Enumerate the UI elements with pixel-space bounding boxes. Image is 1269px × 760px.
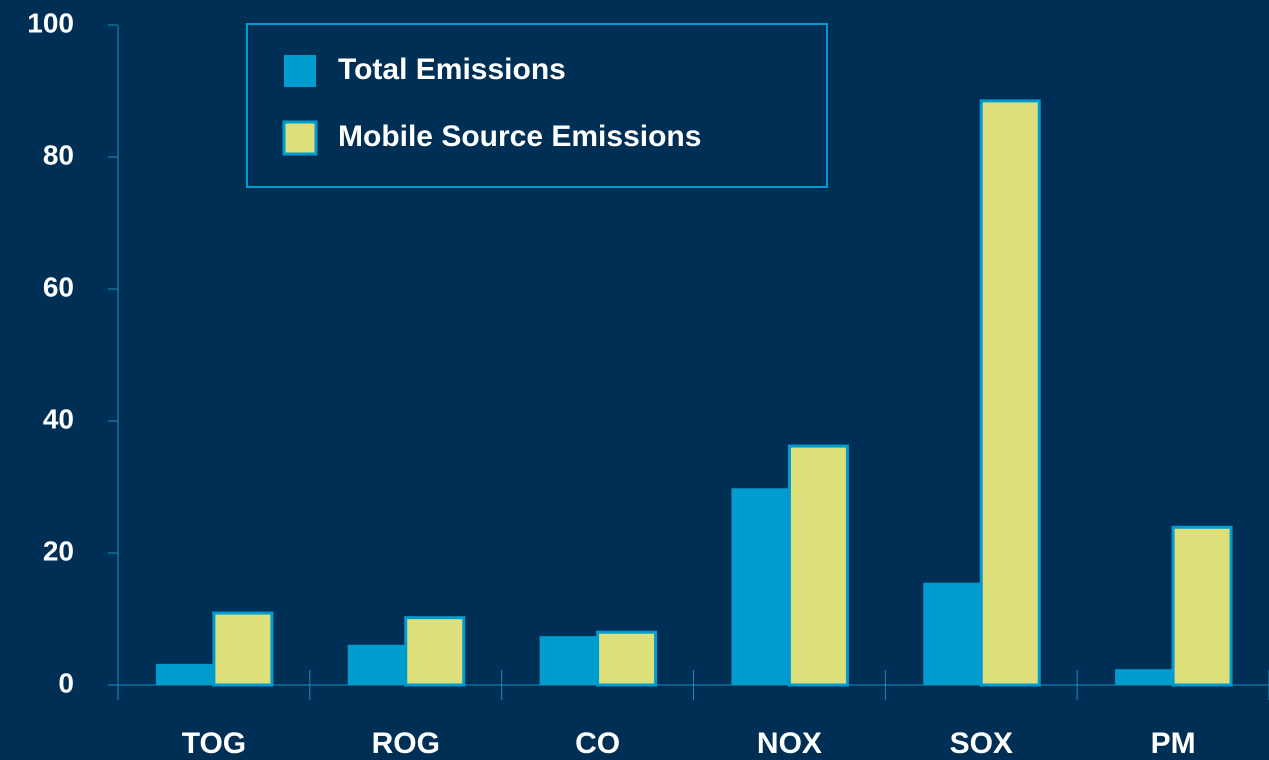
legend-box bbox=[246, 23, 828, 188]
x-tick-label: PM bbox=[1151, 727, 1196, 760]
bar bbox=[979, 99, 1041, 687]
bar bbox=[347, 644, 406, 685]
bar bbox=[787, 444, 849, 687]
y-tick-label: 60 bbox=[43, 271, 74, 302]
x-tick-label: SOX bbox=[950, 727, 1013, 760]
y-tick-label: 80 bbox=[43, 139, 74, 170]
legend-label: Total Emissions bbox=[338, 53, 566, 86]
legend-swatch bbox=[282, 120, 318, 156]
y-tick-label: 40 bbox=[43, 403, 74, 434]
bar bbox=[1171, 525, 1233, 687]
bar bbox=[1115, 669, 1174, 685]
x-tick-label: TOG bbox=[182, 727, 246, 760]
bar bbox=[155, 663, 214, 685]
bar bbox=[404, 616, 466, 687]
bar bbox=[923, 582, 982, 685]
bar bbox=[539, 636, 598, 685]
bar bbox=[212, 611, 274, 687]
legend-label: Mobile Source Emissions bbox=[338, 120, 701, 153]
bar bbox=[731, 488, 790, 685]
legend-swatch bbox=[284, 55, 316, 87]
x-tick-label: ROG bbox=[372, 727, 440, 760]
x-tick-label: NOX bbox=[757, 727, 822, 760]
x-tick-label: CO bbox=[575, 727, 620, 760]
bar bbox=[596, 630, 658, 687]
y-tick-label: 100 bbox=[27, 7, 74, 38]
y-tick-label: 20 bbox=[43, 535, 74, 566]
y-tick-label: 0 bbox=[58, 667, 74, 698]
